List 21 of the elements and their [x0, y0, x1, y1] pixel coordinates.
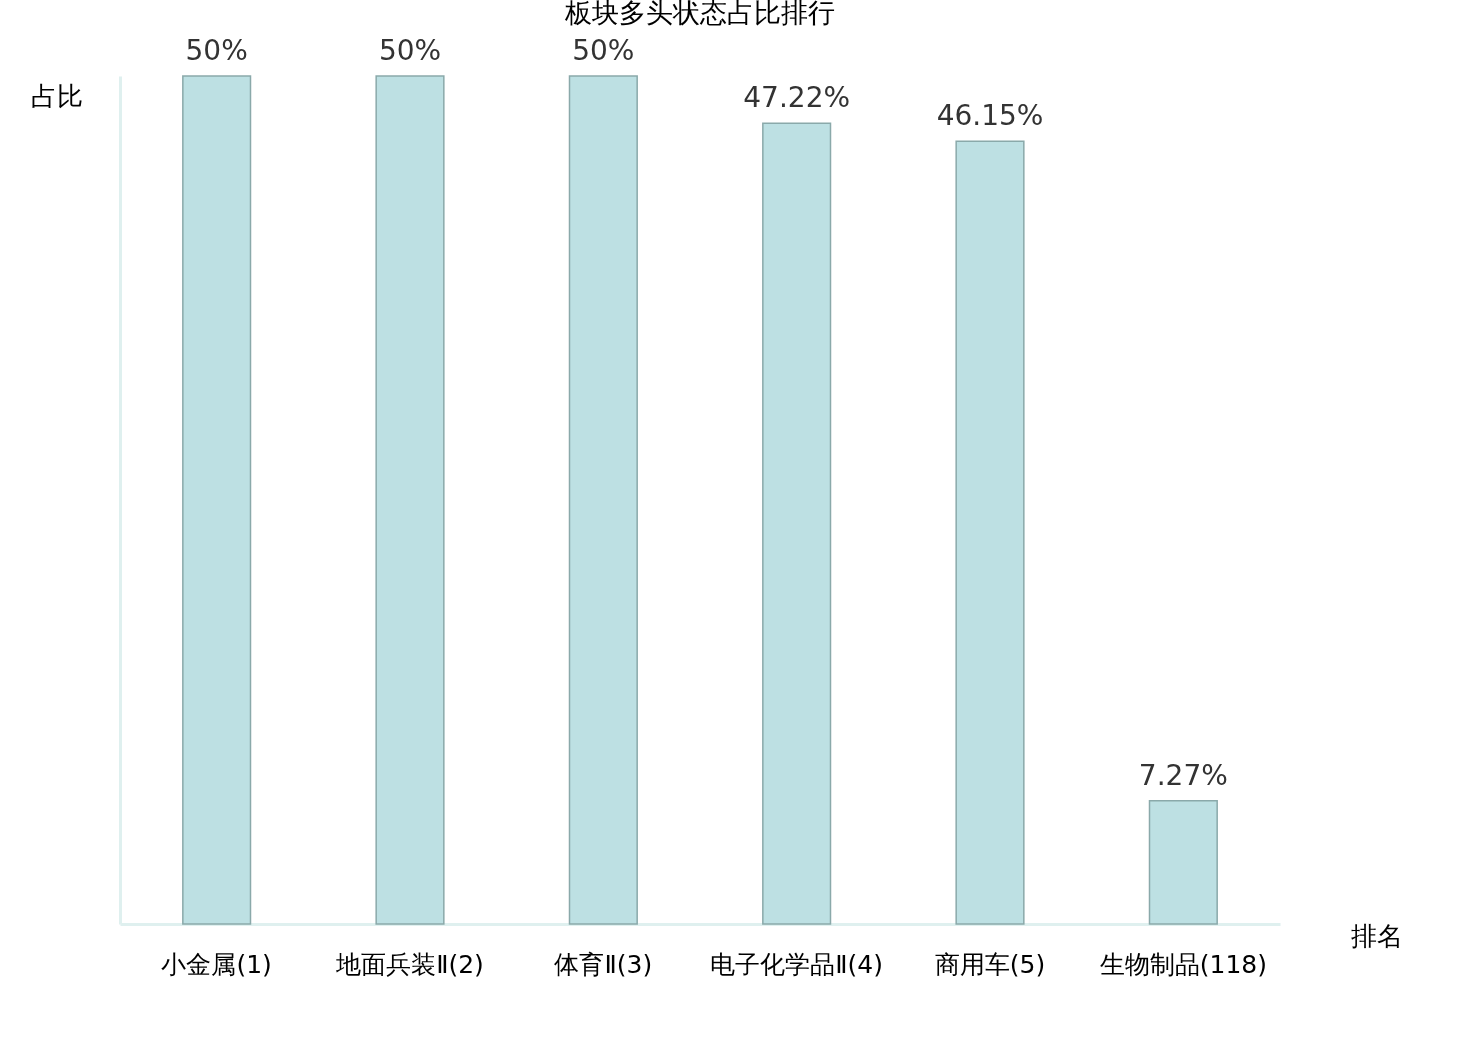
bar [182, 75, 252, 925]
x-tick-label: 商用车(5) [934, 949, 1046, 979]
bar [568, 75, 638, 925]
bar [762, 122, 832, 925]
x-tick-label: 生物制品(118) [1099, 949, 1267, 979]
data-label: 7.27% [1138, 758, 1228, 792]
y-axis-title: 占比 [30, 80, 83, 111]
data-label: 50% [185, 34, 248, 67]
x-tick-label: 小金属(1) [161, 949, 272, 979]
chart-title: 板块多头状态占比排行 [564, 0, 835, 28]
x-tick-label: 电子化学品Ⅱ(4) [710, 949, 884, 979]
data-label: 50% [378, 34, 442, 67]
x-tick-label: 地面兵装Ⅱ(2) [335, 949, 484, 979]
x-tick-label: 体育Ⅱ(3) [554, 949, 653, 979]
data-label: 47.22% [743, 81, 851, 115]
data-label: 50% [572, 34, 635, 67]
bar [955, 140, 1025, 925]
bar [1148, 799, 1218, 925]
bar [375, 75, 445, 925]
data-label: 46.15% [936, 99, 1044, 133]
x-axis-title: 排名 [1350, 920, 1403, 951]
